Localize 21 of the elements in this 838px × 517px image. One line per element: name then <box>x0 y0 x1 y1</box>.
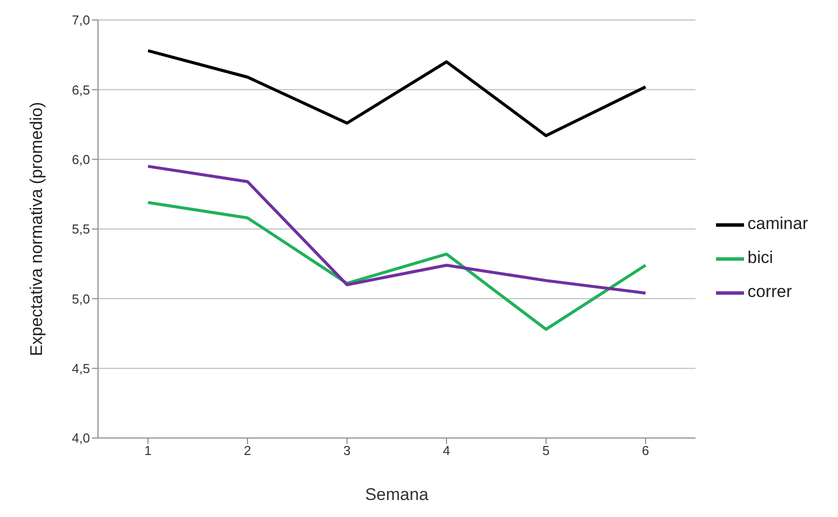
y-tick-label: 5,0 <box>72 291 90 306</box>
y-tick-label: 7,0 <box>72 12 90 28</box>
legend-label: caminar <box>748 214 808 233</box>
x-tick-label: 2 <box>244 443 252 458</box>
y-tick-label: 4,0 <box>72 430 90 446</box>
y-axis-title: Expectativa normativa (promedio) <box>27 102 46 356</box>
y-tick-label: 6,0 <box>72 152 90 167</box>
y-tick-label: 4,5 <box>72 360 90 376</box>
y-tick-label: 6,5 <box>72 82 90 98</box>
x-tick-label: 5 <box>542 443 550 458</box>
x-tick-label: 1 <box>144 443 152 458</box>
x-tick-label: 6 <box>642 443 650 458</box>
line-series <box>146 201 648 331</box>
legend-label: bici <box>748 248 774 267</box>
x-tick-label: 3 <box>343 443 351 458</box>
line-series <box>146 164 648 295</box>
x-axis-title: Semana <box>365 485 429 504</box>
x-tick-label: 4 <box>442 443 450 458</box>
y-tick-label: 5,5 <box>72 222 90 237</box>
line-series <box>146 49 648 138</box>
legend-label: correr <box>748 282 792 301</box>
